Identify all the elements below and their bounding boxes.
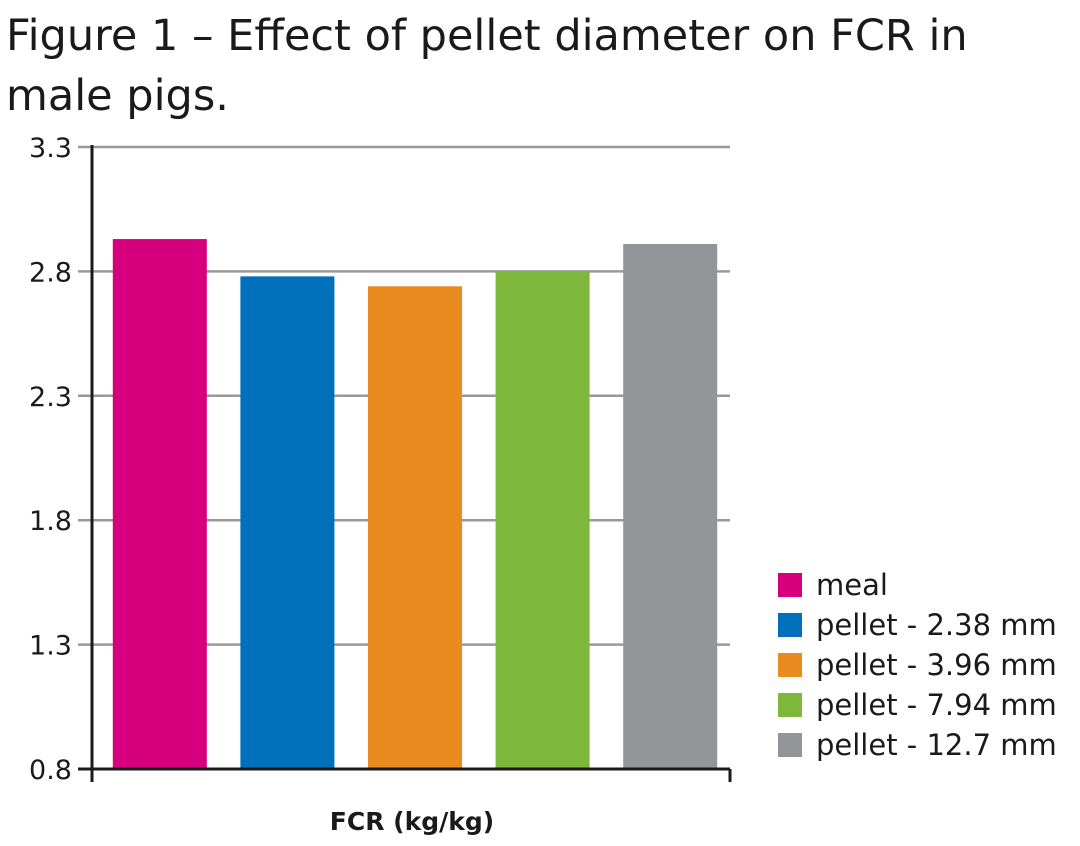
legend-swatch (778, 653, 802, 677)
bar-2 (240, 276, 335, 769)
y-tick-label: 3.3 (29, 133, 72, 164)
bar-4 (495, 271, 590, 769)
legend-item: pellet - 7.94 mm (778, 685, 1057, 725)
legend-item: pellet - 2.38 mm (778, 605, 1057, 645)
legend-label: pellet - 12.7 mm (816, 728, 1057, 762)
legend-swatch (778, 573, 802, 597)
bar-5 (623, 244, 718, 770)
legend-label: meal (816, 568, 888, 602)
bar-1 (112, 239, 207, 769)
legend-swatch (778, 733, 802, 757)
y-tick-label: 1.8 (29, 506, 72, 537)
legend-label: pellet - 7.94 mm (816, 688, 1057, 722)
axes (78, 145, 732, 782)
y-tick-label: 2.8 (29, 257, 72, 288)
y-tick-labels: 0.8 1.3 1.8 2.3 2.8 3.3 (29, 133, 72, 786)
legend-item: pellet - 12.7 mm (778, 725, 1057, 765)
legend: meal pellet - 2.38 mm pellet - 3.96 mm pell… (778, 565, 1057, 765)
bars (112, 239, 718, 770)
legend-item: pellet - 3.96 mm (778, 645, 1057, 685)
legend-item: meal (778, 565, 1057, 605)
y-tick-label: 0.8 (29, 755, 72, 786)
legend-swatch (778, 613, 802, 637)
legend-swatch (778, 693, 802, 717)
legend-label: pellet - 2.38 mm (816, 608, 1057, 642)
y-tick-label: 2.3 (29, 382, 72, 413)
legend-label: pellet - 3.96 mm (816, 648, 1057, 682)
y-tick-label: 1.3 (29, 631, 72, 662)
chart-title: Figure 1 – Effect of pellet diameter on … (6, 11, 968, 121)
bar-3 (368, 286, 462, 769)
x-axis-label: FCR (kg/kg) (330, 807, 494, 836)
